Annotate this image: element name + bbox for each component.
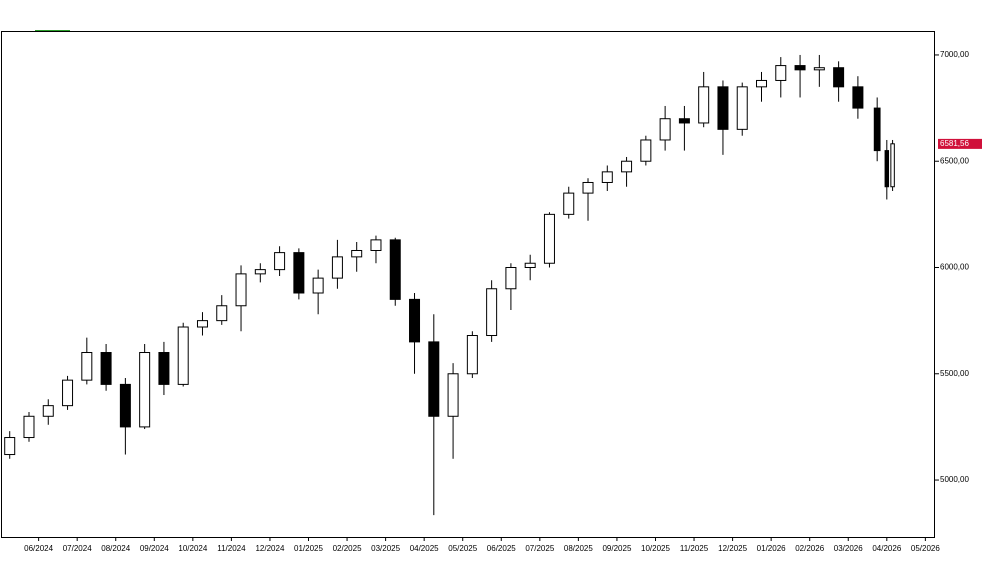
x-tick-label: 09/2025 [602, 544, 631, 553]
candle-body [293, 252, 305, 294]
candle-body [884, 150, 890, 188]
candle-body [351, 249, 363, 258]
x-tick-label: 12/2024 [255, 544, 284, 553]
candle-body [890, 143, 895, 188]
candle-body [370, 239, 382, 251]
candle-body [852, 86, 864, 109]
candle-body [640, 139, 652, 162]
candle-body [563, 192, 575, 215]
last-price-label: 6581,56 [940, 139, 969, 148]
candle-body [756, 79, 768, 88]
plot-frame [1, 31, 935, 538]
candle-body [505, 266, 517, 290]
y-tick-label: 6000,00 [940, 263, 969, 272]
x-tick-label: 08/2025 [564, 544, 593, 553]
candle-body [524, 262, 536, 268]
y-tick-label: 7000,00 [940, 50, 969, 59]
candle-body [621, 160, 633, 173]
x-tick-label: 10/2025 [641, 544, 670, 553]
y-tick-label: 5000,00 [940, 475, 969, 484]
candle-body [409, 298, 421, 343]
candle-body [486, 288, 498, 337]
candle-body [274, 252, 286, 271]
candle-body [100, 352, 112, 385]
x-tick-label: 07/2025 [525, 544, 554, 553]
candle-body [158, 352, 170, 385]
candle-body [62, 379, 74, 407]
candle-body [873, 107, 881, 152]
candle-body [389, 239, 401, 300]
candle-body [601, 171, 613, 183]
candle-body [216, 305, 228, 322]
candle-body [312, 277, 324, 294]
candle-body [447, 373, 459, 417]
candle-body [582, 181, 594, 194]
x-tick-label: 03/2026 [834, 544, 863, 553]
candle-body [177, 326, 189, 385]
x-tick-label: 06/2024 [24, 544, 53, 553]
x-tick-label: 03/2025 [371, 544, 400, 553]
candle-body [235, 273, 247, 307]
candle-body [254, 269, 266, 275]
x-tick-label: 06/2025 [487, 544, 516, 553]
candle-body [428, 341, 440, 417]
x-tick-label: 02/2026 [795, 544, 824, 553]
candle-body [196, 320, 208, 328]
x-tick-label: 05/2026 [911, 544, 940, 553]
candle-body [678, 118, 690, 124]
y-tick-label: 6500,00 [940, 156, 969, 165]
x-tick-label: 05/2025 [448, 544, 477, 553]
candle-body [794, 65, 806, 71]
candle-body [717, 86, 729, 130]
candle-body [42, 405, 54, 417]
candle-body [698, 86, 710, 124]
last-price-box [938, 138, 982, 149]
x-tick-label: 01/2025 [294, 544, 323, 553]
x-tick-label: 10/2024 [178, 544, 207, 553]
x-tick-label: 07/2024 [63, 544, 92, 553]
candle-body [736, 86, 748, 130]
y-tick-label: 5500,00 [940, 369, 969, 378]
x-tick-label: 04/2025 [410, 544, 439, 553]
x-tick-label: 02/2025 [333, 544, 362, 553]
candle-body [775, 65, 787, 81]
candle-body [331, 256, 343, 279]
candle-body [81, 352, 93, 381]
candle-body [833, 67, 845, 88]
x-tick-label: 04/2026 [872, 544, 901, 553]
x-tick-label: 09/2024 [140, 544, 169, 553]
x-tick-label: 11/2025 [680, 544, 709, 553]
x-tick-label: 11/2024 [217, 544, 246, 553]
candle-body [23, 415, 35, 439]
x-tick-label: 12/2025 [718, 544, 747, 553]
candle-body [813, 67, 825, 71]
candle-body [543, 213, 555, 264]
candle-body [119, 383, 131, 428]
candle-body [466, 335, 478, 375]
x-tick-label: 01/2026 [757, 544, 786, 553]
candle-body [139, 352, 151, 428]
candle-body [4, 437, 16, 456]
x-tick-label: 08/2024 [101, 544, 130, 553]
candle-body [659, 118, 671, 141]
